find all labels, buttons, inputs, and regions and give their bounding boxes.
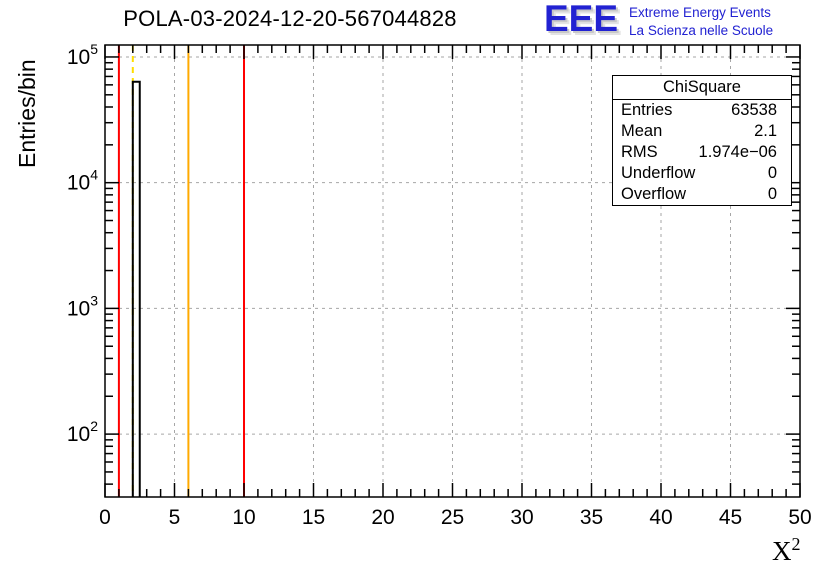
- stats-box: ChiSquare Entries 63538 Mean 2.1 RMS 1.974e−0…: [612, 75, 792, 206]
- x-tick-label: 35: [580, 506, 603, 529]
- x-tick-label: 25: [441, 506, 464, 529]
- x-tick-label: 15: [302, 506, 325, 529]
- stats-label: Underflow: [621, 164, 696, 182]
- stats-value: 0: [767, 164, 777, 182]
- eee-logo: EEE Extreme Energy Events La Scienza nel…: [544, 0, 773, 39]
- x-tick-label: 50: [788, 506, 811, 529]
- stats-row: Overflow 0: [613, 184, 791, 205]
- stats-value: 2.1: [754, 122, 777, 140]
- x-tick-label: 30: [510, 506, 533, 529]
- stats-value: 1.974e−06: [698, 143, 777, 161]
- x-tick-label: 5: [169, 506, 181, 529]
- eee-logo-subtitle: Extreme Energy Events La Scienza nelle S…: [629, 2, 773, 38]
- logo-line2: La Scienza nelle Scuole: [629, 23, 774, 38]
- x-axis-title-base: X: [772, 536, 792, 566]
- logo-line1: Extreme Energy Events: [629, 5, 771, 20]
- eee-logo-text: EEE: [544, 0, 619, 39]
- stats-value: 0: [767, 185, 777, 203]
- y-tick-label: 103: [67, 292, 98, 320]
- stats-row: Mean 2.1: [613, 121, 791, 142]
- x-tick-label: 0: [99, 506, 111, 529]
- stats-label: Overflow: [621, 185, 687, 203]
- x-axis-title: X2: [772, 534, 801, 567]
- stats-rows: Entries 63538 Mean 2.1 RMS 1.974e−06 Underflow…: [613, 100, 791, 205]
- stats-label: Entries: [621, 101, 673, 119]
- stats-title: ChiSquare: [613, 76, 791, 100]
- x-tick-label: 10: [232, 506, 255, 529]
- stats-label: Mean: [621, 122, 663, 140]
- stats-row: Entries 63538: [613, 100, 791, 121]
- plot-title: POLA-03-2024-12-20-567044828: [123, 6, 457, 31]
- stats-label: RMS: [621, 143, 658, 161]
- y-tick-label: 102: [67, 418, 98, 446]
- x-tick-label: 40: [649, 506, 672, 529]
- x-axis-title-exponent: 2: [791, 534, 801, 554]
- y-tick-label: 104: [67, 167, 98, 195]
- stats-row: RMS 1.974e−06: [613, 142, 791, 163]
- stats-value: 63538: [731, 101, 777, 119]
- histogram-outline-chisquare: [131, 80, 141, 497]
- y-tick-label: 105: [67, 41, 98, 69]
- stats-row: Underflow 0: [613, 163, 791, 184]
- x-tick-label: 45: [719, 506, 742, 529]
- x-tick-label: 20: [371, 506, 394, 529]
- y-axis-title: Entries/bin: [14, 59, 40, 168]
